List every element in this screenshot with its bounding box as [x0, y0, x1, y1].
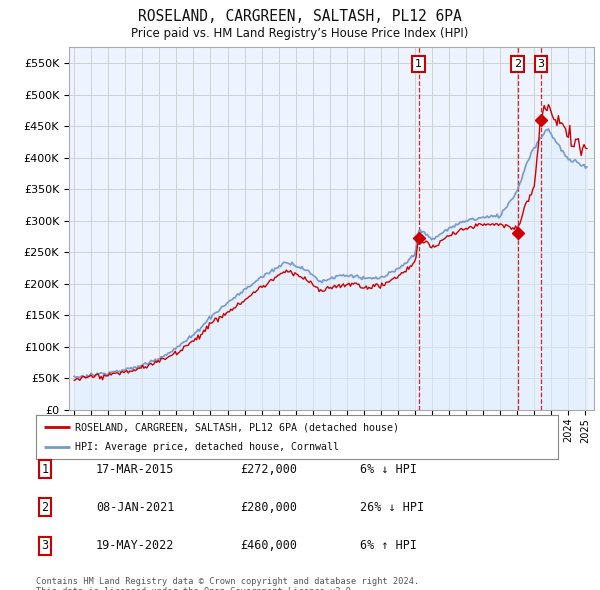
Text: 2: 2 — [514, 59, 521, 69]
Text: Price paid vs. HM Land Registry’s House Price Index (HPI): Price paid vs. HM Land Registry’s House … — [131, 27, 469, 40]
Text: 3: 3 — [538, 59, 544, 69]
Text: ROSELAND, CARGREEN, SALTASH, PL12 6PA: ROSELAND, CARGREEN, SALTASH, PL12 6PA — [138, 9, 462, 24]
Text: HPI: Average price, detached house, Cornwall: HPI: Average price, detached house, Corn… — [75, 442, 339, 451]
Text: 1: 1 — [415, 59, 422, 69]
Text: 17-MAR-2015: 17-MAR-2015 — [96, 463, 175, 476]
Text: £460,000: £460,000 — [240, 539, 297, 552]
Text: £280,000: £280,000 — [240, 501, 297, 514]
Text: 1: 1 — [41, 463, 49, 476]
Text: Contains HM Land Registry data © Crown copyright and database right 2024.
This d: Contains HM Land Registry data © Crown c… — [36, 577, 419, 590]
Text: 6% ↑ HPI: 6% ↑ HPI — [360, 539, 417, 552]
Text: 6% ↓ HPI: 6% ↓ HPI — [360, 463, 417, 476]
Text: 26% ↓ HPI: 26% ↓ HPI — [360, 501, 424, 514]
Text: 2: 2 — [41, 501, 49, 514]
Text: 19-MAY-2022: 19-MAY-2022 — [96, 539, 175, 552]
Text: ROSELAND, CARGREEN, SALTASH, PL12 6PA (detached house): ROSELAND, CARGREEN, SALTASH, PL12 6PA (d… — [75, 422, 399, 432]
Text: 3: 3 — [41, 539, 49, 552]
Text: £272,000: £272,000 — [240, 463, 297, 476]
Text: 08-JAN-2021: 08-JAN-2021 — [96, 501, 175, 514]
